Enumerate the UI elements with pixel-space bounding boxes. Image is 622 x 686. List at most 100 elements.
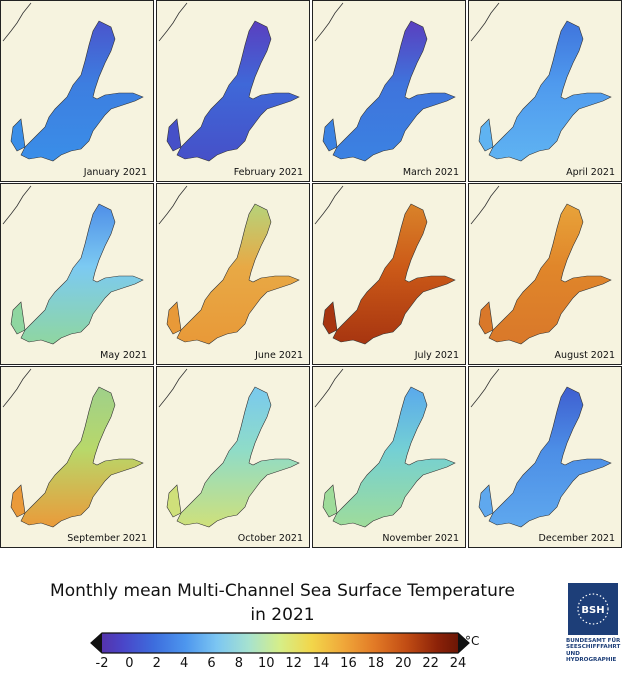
norway-coastline bbox=[158, 368, 188, 408]
colorbar-tick-label: 20 bbox=[394, 656, 412, 671]
sst-map bbox=[158, 2, 300, 162]
bsh-logo: BSH bbox=[568, 583, 618, 635]
baltic-sea-shape bbox=[20, 203, 144, 345]
logo-line: SEESCHIFFFAHRT bbox=[566, 644, 621, 651]
month-label: March 2021 bbox=[402, 167, 459, 178]
kattegat-shape bbox=[166, 484, 182, 518]
baltic-sea-shape bbox=[176, 203, 300, 345]
baltic-sea-shape bbox=[488, 386, 612, 528]
logo-line: UND bbox=[566, 650, 580, 657]
norway-coastline bbox=[314, 185, 344, 225]
kattegat-shape bbox=[322, 301, 338, 335]
month-map-panel: November 2021 bbox=[312, 366, 466, 548]
colorbar-tick-label: 12 bbox=[285, 656, 302, 671]
baltic-sea-shape bbox=[488, 203, 612, 345]
norway-coastline bbox=[158, 2, 188, 42]
baltic-sea-shape bbox=[20, 386, 144, 528]
norway-coastline bbox=[158, 185, 188, 225]
month-label: December 2021 bbox=[538, 533, 615, 544]
norway-coastline bbox=[2, 185, 32, 225]
sst-map bbox=[158, 368, 300, 528]
colorbar-ramp bbox=[90, 632, 470, 654]
colorbar-tick-label: 0 bbox=[125, 656, 134, 671]
month-label: April 2021 bbox=[566, 167, 615, 178]
kattegat-shape bbox=[478, 484, 494, 518]
month-label: November 2021 bbox=[382, 533, 459, 544]
colorbar bbox=[90, 632, 470, 654]
colorbar-tick-label: 16 bbox=[340, 656, 357, 671]
colorbar-over-arrow bbox=[458, 633, 469, 653]
month-map-panel: April 2021 bbox=[468, 0, 622, 182]
norway-coastline bbox=[470, 185, 500, 225]
colorbar-under-arrow bbox=[91, 633, 102, 653]
figure-subtitle: in 2021 bbox=[250, 605, 315, 625]
month-map-panel: May 2021 bbox=[0, 183, 154, 365]
month-label: August 2021 bbox=[554, 350, 615, 361]
map-grid: January 2021 February 2021 March 2021 April… bbox=[0, 0, 622, 548]
logo-line: HYDROGRAPHIE bbox=[566, 657, 617, 664]
sst-map bbox=[158, 185, 300, 345]
kattegat-shape bbox=[322, 484, 338, 518]
kattegat-shape bbox=[10, 301, 26, 335]
figure-title: Monthly mean Multi-Channel Sea Surface T… bbox=[50, 581, 515, 601]
month-map-panel: February 2021 bbox=[156, 0, 310, 182]
colorbar-tick-label: 6 bbox=[207, 656, 216, 671]
colorbar-tick-label: 18 bbox=[367, 656, 385, 671]
month-label: October 2021 bbox=[237, 533, 303, 544]
logo-text: BUNDESAMT FÜR SEESCHIFFFAHRT UND HYDROGR… bbox=[566, 638, 622, 664]
norway-coastline bbox=[314, 2, 344, 42]
baltic-sea-shape bbox=[176, 386, 300, 528]
baltic-sea-shape bbox=[332, 20, 456, 162]
month-map-panel: July 2021 bbox=[312, 183, 466, 365]
kattegat-shape bbox=[322, 118, 338, 152]
sst-map bbox=[314, 368, 456, 528]
kattegat-shape bbox=[478, 301, 494, 335]
sst-map bbox=[2, 185, 144, 345]
norway-coastline bbox=[470, 368, 500, 408]
kattegat-shape bbox=[10, 118, 26, 152]
sst-map bbox=[470, 185, 612, 345]
sst-map bbox=[470, 368, 612, 528]
month-map-panel: October 2021 bbox=[156, 366, 310, 548]
colorbar-tick-label: 24 bbox=[449, 656, 467, 671]
baltic-sea-shape bbox=[176, 20, 300, 162]
baltic-sea-shape bbox=[488, 20, 612, 162]
norway-coastline bbox=[470, 2, 500, 42]
month-label: January 2021 bbox=[83, 167, 147, 178]
baltic-sea-shape bbox=[332, 386, 456, 528]
logo-mark: BSH bbox=[581, 605, 604, 616]
baltic-sea-shape bbox=[20, 20, 144, 162]
month-map-panel: December 2021 bbox=[468, 366, 622, 548]
month-map-panel: June 2021 bbox=[156, 183, 310, 365]
month-map-panel: March 2021 bbox=[312, 0, 466, 182]
sst-map bbox=[2, 2, 144, 162]
logo-line: BUNDESAMT FÜR bbox=[566, 638, 621, 644]
baltic-sea-shape bbox=[332, 203, 456, 345]
kattegat-shape bbox=[478, 118, 494, 152]
month-map-panel: January 2021 bbox=[0, 0, 154, 182]
colorbar-unit: °C bbox=[465, 634, 480, 648]
month-label: February 2021 bbox=[233, 167, 303, 178]
colorbar-tick-label: -2 bbox=[95, 656, 109, 671]
kattegat-shape bbox=[10, 484, 26, 518]
kattegat-shape bbox=[166, 301, 182, 335]
colorbar-tick-label: 14 bbox=[312, 656, 330, 671]
month-label: May 2021 bbox=[100, 350, 147, 361]
colorbar-tick-label: 2 bbox=[152, 656, 161, 671]
norway-coastline bbox=[314, 368, 344, 408]
kattegat-shape bbox=[166, 118, 182, 152]
month-label: September 2021 bbox=[67, 533, 147, 544]
norway-coastline bbox=[2, 2, 32, 42]
sst-map bbox=[314, 185, 456, 345]
colorbar-tick-label: 4 bbox=[180, 656, 189, 671]
norway-coastline bbox=[2, 368, 32, 408]
sst-map bbox=[2, 368, 144, 528]
month-label: July 2021 bbox=[414, 350, 459, 361]
sst-map bbox=[314, 2, 456, 162]
sst-map bbox=[470, 2, 612, 162]
colorbar-tick-label: 22 bbox=[422, 656, 439, 671]
colorbar-tick-label: 10 bbox=[258, 656, 275, 671]
month-map-panel: August 2021 bbox=[468, 183, 622, 365]
colorbar-tick-label: 8 bbox=[234, 656, 244, 671]
month-label: June 2021 bbox=[255, 350, 303, 361]
